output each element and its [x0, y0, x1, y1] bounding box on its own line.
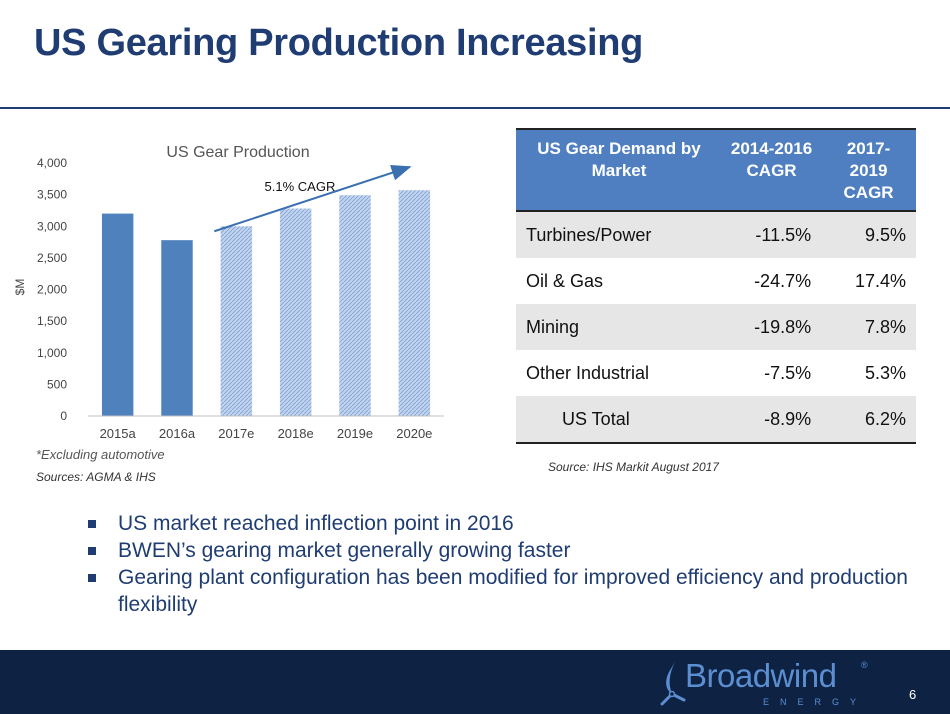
x-tick-label: 2015a: [100, 426, 137, 441]
cagr-2014-2016-cell: -19.8%: [722, 304, 822, 350]
table-header-cagr-2014-2016: 2014-2016 CAGR: [722, 128, 822, 212]
broadwind-logo-subtitle: ENERGY: [763, 697, 868, 707]
broadwind-wind-turbine-icon: [660, 662, 686, 706]
y-tick-label: 0: [60, 409, 67, 423]
table-row: Other Industrial -7.5% 5.3%: [516, 350, 916, 396]
bar-2020e: [398, 190, 431, 416]
chart-sources: Sources: AGMA & IHS: [36, 470, 156, 484]
bullet-item: Gearing plant configuration has been mod…: [88, 564, 918, 618]
market-cell: Turbines/Power: [516, 211, 722, 258]
table-source: Source: IHS Markit August 2017: [548, 460, 719, 474]
table-header-row: US Gear Demand by Market 2014-2016 CAGR …: [516, 128, 916, 212]
bullet-text: US market reached inflection point in 20…: [118, 512, 514, 535]
slide-title: US Gearing Production Increasing: [34, 22, 644, 64]
market-cell: Oil & Gas: [526, 270, 604, 291]
table-header-market: US Gear Demand by Market: [516, 128, 722, 212]
registered-mark: ®: [861, 660, 868, 670]
table-header-cagr-2017-2019: 2017-2019 CAGR: [821, 128, 916, 212]
y-tick-label: 3,500: [37, 188, 67, 202]
bullet-item: BWEN’s gearing market generally growing …: [88, 537, 918, 564]
y-tick-label: 1,000: [37, 346, 67, 360]
cagr-trend-arrow: [214, 165, 412, 233]
y-tick-label: 1,500: [37, 314, 67, 328]
broadwind-logo-text: Broadwind: [685, 657, 837, 694]
table-row: Turbines/Power -11.5% 9.5%: [516, 211, 916, 258]
y-tick-label: 2,000: [37, 283, 67, 297]
bar-2016a: [161, 240, 193, 416]
cagr-2014-2016-cell: -11.5%: [722, 211, 822, 258]
table-row-total: US Total -8.9% 6.2%: [516, 396, 916, 444]
bar-2015a: [101, 213, 134, 416]
bar-2018e: [279, 208, 312, 416]
chart-title: US Gear Production: [166, 144, 309, 161]
cagr-2014-2016-cell: -8.9%: [722, 396, 822, 444]
cagr-2017-2019-cell: 17.4%: [854, 270, 906, 291]
us-gear-production-chart: US Gear Production $M 0 500 1,000 1,500 2,00…: [13, 144, 444, 441]
x-tick-label: 2016a: [159, 426, 196, 441]
y-tick-label: 500: [47, 377, 67, 391]
footer-bar: [0, 650, 950, 714]
x-tick-label: 2018e: [278, 426, 314, 441]
chart-footnote: *Excluding automotive: [36, 447, 165, 462]
title-divider: [0, 107, 950, 109]
bullet-text: BWEN’s gearing market generally growing …: [118, 539, 571, 562]
cagr-2017-2019-cell: 7.8%: [821, 304, 916, 350]
market-cell: Mining: [516, 304, 722, 350]
table-row: Mining -19.8% 7.8%: [516, 304, 916, 350]
bullet-square-icon: [88, 547, 96, 555]
bullet-list: US market reached inflection point in 20…: [88, 510, 918, 618]
gear-demand-table: US Gear Demand by Market 2014-2016 CAGR …: [516, 128, 916, 444]
table-row: Oil & Gas -24.7% 17.4%: [516, 258, 916, 304]
x-tick-label: 2017e: [218, 426, 254, 441]
bar-2019e: [339, 195, 371, 416]
bullet-text: Gearing plant configuration has been mod…: [118, 566, 908, 616]
x-tick-label: 2019e: [337, 426, 373, 441]
cagr-2014-2016-cell: -7.5%: [764, 362, 812, 383]
y-axis-label: $M: [13, 279, 27, 296]
bullet-item: US market reached inflection point in 20…: [88, 510, 918, 537]
y-tick-label: 4,000: [37, 156, 67, 170]
x-tick-label: 2020e: [396, 426, 432, 441]
cagr-annotation: 5.1% CAGR: [265, 179, 336, 194]
bar-2017e: [220, 226, 253, 416]
market-cell: Other Industrial: [526, 362, 650, 383]
y-tick-label: 3,000: [37, 219, 67, 233]
cagr-2017-2019-cell: 6.2%: [821, 396, 916, 444]
page-number: 6: [909, 687, 917, 702]
bullet-square-icon: [88, 520, 96, 528]
cagr-2014-2016-cell: -24.7%: [754, 270, 812, 291]
market-cell: US Total: [516, 396, 722, 444]
y-tick-label: 2,500: [37, 251, 67, 265]
cagr-2017-2019-cell: 9.5%: [821, 211, 916, 258]
bullet-square-icon: [88, 574, 96, 582]
cagr-2017-2019-cell: 5.3%: [864, 362, 906, 383]
